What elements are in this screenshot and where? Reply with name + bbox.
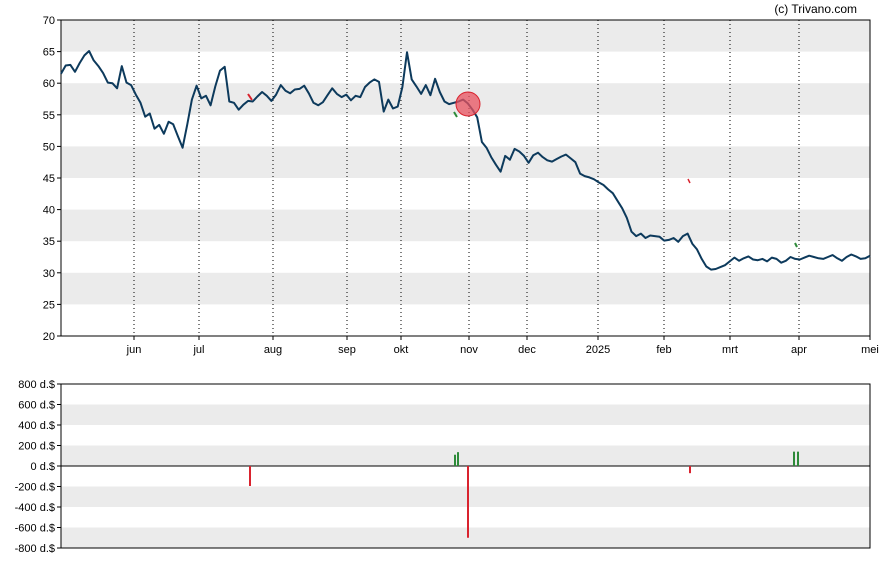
highlight-marker — [455, 91, 481, 117]
y-tick-label: 40 — [43, 205, 55, 217]
x-tick-label: dec — [518, 344, 536, 356]
x-tick-label: mrt — [722, 344, 738, 356]
grid-band — [61, 527, 870, 548]
grid-band — [61, 20, 870, 52]
y-tick-label: 30 — [43, 268, 55, 280]
insider-bar — [457, 452, 459, 466]
y-tick-label: 50 — [43, 141, 55, 153]
top-chart-yticks: 70 65 60 55 50 45 40 35 30 25 20 — [43, 15, 61, 343]
y-tick-label: 400 d.$ — [18, 420, 55, 432]
insider-bar — [249, 466, 251, 486]
y-tick-label: 35 — [43, 236, 55, 248]
grid-band — [61, 146, 870, 178]
x-tick-label: aug — [264, 344, 282, 356]
buy-marker — [453, 111, 458, 118]
insider-bar — [793, 451, 795, 466]
x-tick-label: nov — [460, 344, 478, 356]
y-tick-label: 25 — [43, 299, 55, 311]
insider-bar — [467, 466, 469, 538]
y-tick-label: 0 d.$ — [31, 461, 55, 473]
insider-bars — [249, 451, 799, 538]
y-tick-label: -200 d.$ — [15, 482, 55, 494]
insider-bar — [797, 451, 799, 466]
grid-band — [61, 445, 870, 466]
y-tick-label: 70 — [43, 15, 55, 27]
x-tick-label: jun — [126, 344, 142, 356]
y-tick-label: -800 d.$ — [15, 543, 55, 555]
grid-band — [61, 404, 870, 425]
top-chart-vgrid — [133, 20, 871, 336]
y-tick-label: 55 — [43, 110, 55, 122]
bottom-chart-bands — [61, 404, 870, 548]
x-tick-label: 2025 — [586, 344, 610, 356]
y-tick-label: -600 d.$ — [15, 523, 55, 535]
grid-band — [61, 209, 870, 242]
x-tick-label: mei — [861, 344, 879, 356]
y-tick-label: 65 — [43, 47, 55, 59]
top-chart-xticks: jun jul aug sep okt nov dec 2025 feb mrt apr mei — [126, 336, 879, 356]
y-tick-label: 200 d.$ — [18, 441, 55, 453]
buy-marker — [794, 242, 798, 248]
insider-bar — [454, 454, 456, 466]
sell-marker — [687, 178, 691, 184]
trade-markers — [247, 91, 798, 248]
y-tick-label: 20 — [43, 331, 55, 343]
sell-marker — [247, 93, 253, 101]
copyright-label: (c) Trivano.com — [774, 2, 857, 16]
insider-bar — [689, 466, 691, 474]
x-tick-label: sep — [338, 344, 356, 356]
bottom-chart-yticks: 800 d.$ 600 d.$ 400 d.$ 200 d.$ 0 d.$ -200 d.… — [15, 379, 61, 555]
y-tick-label: -400 d.$ — [15, 502, 55, 514]
x-tick-label: okt — [394, 344, 409, 356]
grid-band — [61, 486, 870, 507]
y-tick-label: 800 d.$ — [18, 379, 55, 391]
grid-band — [61, 272, 870, 305]
y-tick-label: 600 d.$ — [18, 400, 55, 412]
x-tick-label: jul — [192, 344, 204, 356]
x-tick-label: feb — [656, 344, 671, 356]
top-chart-bands — [61, 20, 870, 305]
y-tick-label: 45 — [43, 173, 55, 185]
x-tick-label: apr — [791, 344, 807, 356]
y-tick-label: 60 — [43, 78, 55, 90]
